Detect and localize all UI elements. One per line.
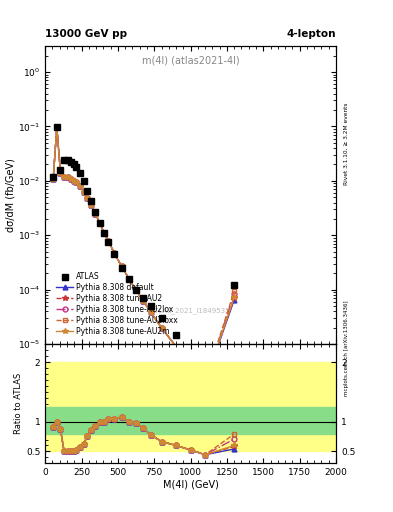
Text: ATLAS_2021_I1849535: ATLAS_2021_I1849535 <box>151 308 230 314</box>
Y-axis label: Ratio to ATLAS: Ratio to ATLAS <box>14 373 23 434</box>
Legend: ATLAS, Pythia 8.308 default, Pythia 8.308 tune-AU2, Pythia 8.308 tune-AU2lox, Py: ATLAS, Pythia 8.308 default, Pythia 8.30… <box>55 271 180 337</box>
Text: mcplots.cern.ch [arXiv:1306.3436]: mcplots.cern.ch [arXiv:1306.3436] <box>344 301 349 396</box>
Text: 13000 GeV pp: 13000 GeV pp <box>45 29 127 38</box>
X-axis label: M(4l) (GeV): M(4l) (GeV) <box>163 480 219 490</box>
Y-axis label: dσ/dM (fb/GeV): dσ/dM (fb/GeV) <box>5 158 15 232</box>
Text: Rivet 3.1.10, ≥ 3.2M events: Rivet 3.1.10, ≥ 3.2M events <box>344 102 349 185</box>
Text: 4-lepton: 4-lepton <box>286 29 336 38</box>
Text: m(4l) (atlas2021-4l): m(4l) (atlas2021-4l) <box>142 55 239 65</box>
